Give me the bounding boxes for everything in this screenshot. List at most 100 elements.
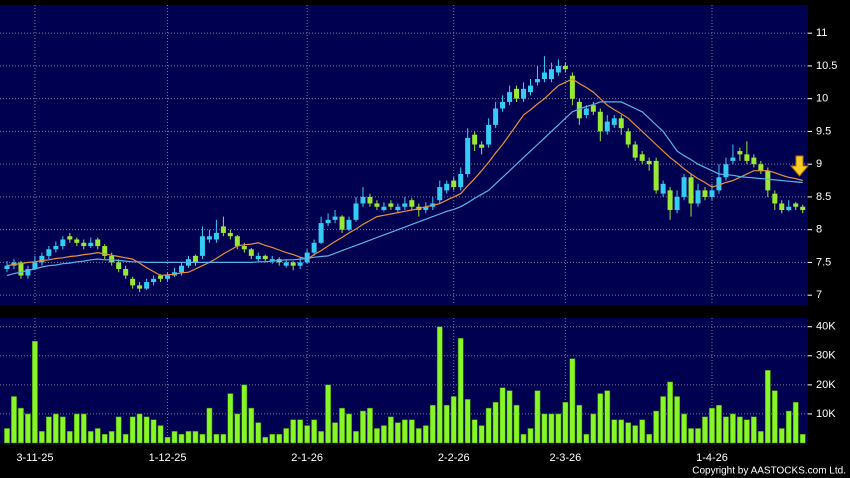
candle-body <box>562 65 568 70</box>
volume-bar <box>429 404 436 444</box>
candle-body <box>227 232 233 237</box>
volume-bar <box>785 410 792 444</box>
volume-bar <box>799 434 806 444</box>
volume-bar <box>353 431 359 444</box>
volume-bar <box>325 384 331 444</box>
volume-bar <box>450 396 457 444</box>
candle-body <box>451 180 457 188</box>
candle-body <box>346 219 352 230</box>
candle-body <box>534 79 540 83</box>
x-tick-label: 2-2-26 <box>438 452 470 464</box>
volume-bar <box>562 402 569 444</box>
volume-bar <box>667 381 673 444</box>
volume-bar <box>206 407 213 444</box>
y-tick-label: 8.5 <box>816 191 831 203</box>
y-tick-label: 30K <box>816 350 836 362</box>
candle-body <box>639 154 645 161</box>
volume-bar <box>87 431 94 444</box>
volume-bar <box>234 413 241 444</box>
volume-bar <box>716 404 722 444</box>
candle-body <box>4 265 10 269</box>
y-tick-label: 40K <box>816 321 836 333</box>
volume-bar <box>297 419 304 444</box>
volume-bar <box>241 384 248 444</box>
volume-bar <box>164 436 171 444</box>
y-tick-label: 10 <box>816 93 828 105</box>
volume-bar <box>381 425 387 444</box>
candle-body <box>611 118 617 125</box>
volume-bar <box>59 416 66 444</box>
volume-bar <box>66 431 73 444</box>
candle-body <box>234 236 240 247</box>
candle-body <box>381 206 387 211</box>
candle-body <box>541 72 547 80</box>
candle-body <box>165 275 171 279</box>
volume-bar <box>80 413 87 444</box>
volume-bar <box>178 434 185 444</box>
volume-bar <box>492 402 499 444</box>
volume-bar <box>213 434 220 444</box>
candle-body <box>583 108 589 116</box>
candle-body <box>423 206 429 211</box>
candle-body <box>213 232 219 240</box>
candle-body <box>339 216 345 230</box>
volume-bar <box>548 413 555 444</box>
candle-body <box>192 255 198 263</box>
candle-body <box>206 236 212 240</box>
candle-body <box>444 183 450 191</box>
volume-bar <box>318 431 324 444</box>
volume-bar <box>443 404 450 444</box>
candle-body <box>472 134 478 145</box>
candle-body <box>667 190 673 211</box>
candle-body <box>248 249 254 256</box>
candle-body <box>618 118 624 129</box>
volume-bar <box>227 393 234 444</box>
volume-bar <box>764 370 771 444</box>
candle-body <box>744 154 750 161</box>
y-tick-label: 7 <box>816 289 822 301</box>
volume-bar <box>464 399 471 444</box>
candle-body <box>311 242 317 253</box>
volume-bar <box>646 434 653 444</box>
volume-bar <box>255 422 262 444</box>
y-tick-label: 8 <box>816 224 822 236</box>
candle-body <box>374 203 380 207</box>
plot-layer: 7 7.5 8 8.5 9 9.5 10 10.5 11 10K 20K 30K 40K 3-11-25 1… <box>0 5 837 464</box>
volume-bar <box>402 419 408 444</box>
candle-body <box>353 203 359 220</box>
candle-body <box>653 160 659 191</box>
candle-body <box>514 88 520 99</box>
volume-bar <box>311 419 317 444</box>
candle-body <box>758 164 764 171</box>
candle-body <box>402 203 408 207</box>
volume-bar <box>632 425 639 444</box>
candle-body <box>730 157 736 161</box>
candle-body <box>779 203 785 211</box>
volume-bar <box>695 428 701 444</box>
candle-body <box>709 190 715 197</box>
volume-bar <box>653 410 659 444</box>
candle-body <box>67 236 73 240</box>
volume-bar <box>408 419 415 444</box>
candle-body <box>262 255 268 260</box>
volume-bar <box>527 428 534 444</box>
candle-body <box>74 239 80 243</box>
volume-bar <box>39 431 45 444</box>
volume-bar <box>199 434 206 444</box>
volume-bar <box>283 428 290 444</box>
candle-body <box>53 246 59 250</box>
candle-body <box>548 69 554 80</box>
volume-bar <box>534 390 541 444</box>
volume-bar <box>506 390 513 444</box>
volume-bar <box>94 428 101 444</box>
volume-bar <box>269 434 276 444</box>
volume-bar <box>688 428 694 444</box>
candle-body <box>325 219 331 224</box>
candle-body <box>102 246 108 256</box>
volume-bar <box>290 419 297 444</box>
candle-body <box>597 111 603 132</box>
volume-bar <box>709 407 715 444</box>
y-tick-label: 11 <box>816 27 827 39</box>
volume-bar <box>792 402 799 444</box>
